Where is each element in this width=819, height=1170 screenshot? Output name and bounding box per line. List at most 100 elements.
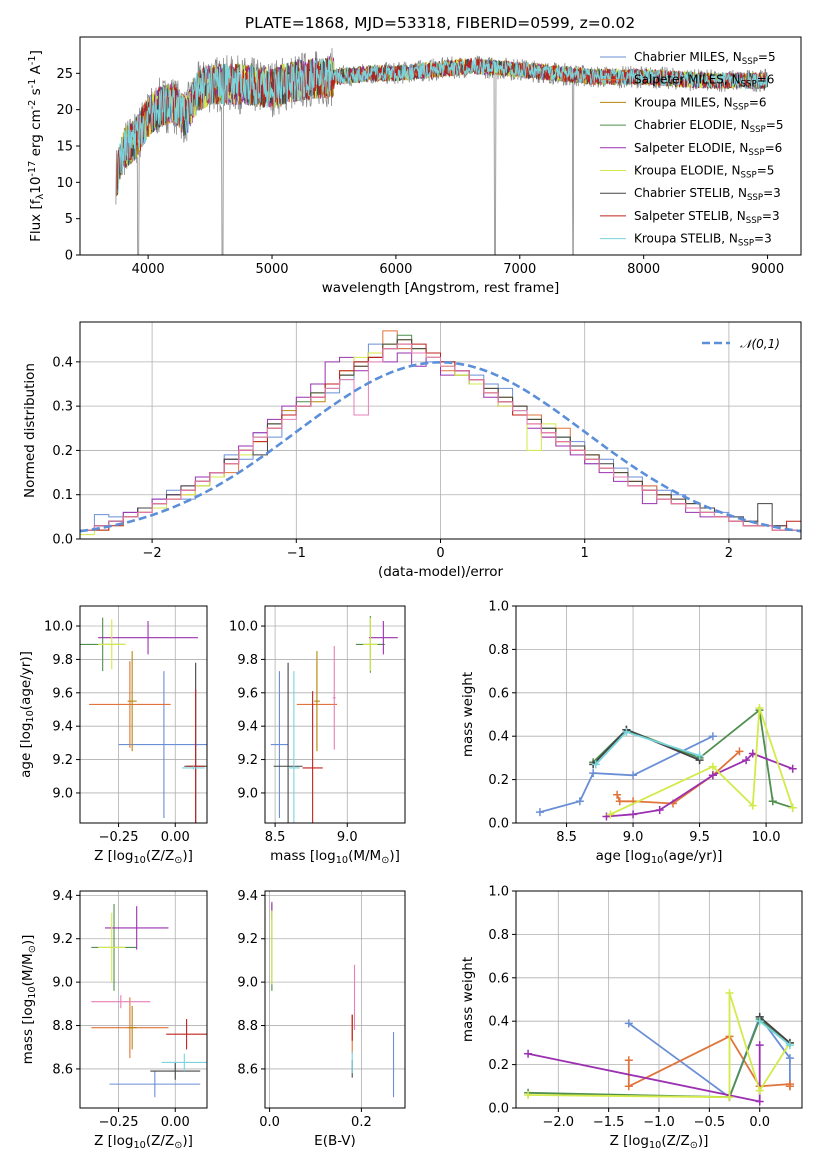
y-tick-label: 0.8 xyxy=(488,928,509,943)
label-part: =3 xyxy=(762,209,780,223)
y-tick-label: 0.6 xyxy=(488,971,509,986)
label-part: 10 xyxy=(28,177,44,194)
x-tick-label: 4000 xyxy=(132,262,165,277)
point-marker xyxy=(524,1090,533,1099)
legend-label: Salpeter STELIB, NSSP=3 xyxy=(634,209,780,226)
legend-label: 𝒩(0,1) xyxy=(740,337,780,351)
x-tick-label: 0 xyxy=(436,546,444,561)
y-tick-label: 9.8 xyxy=(52,653,73,668)
axes-frame: 8.5 9.0 9.5 10.0 0.0 0.2 0.4 0.6 0.8 1.0 age [log1… xyxy=(460,600,803,866)
point-marker xyxy=(755,1041,764,1050)
label-part: Normed distribution xyxy=(22,363,38,498)
plot-area xyxy=(524,988,794,1106)
label-part: SSP xyxy=(741,80,757,90)
point-marker xyxy=(785,1041,794,1050)
label-part: age [log xyxy=(596,848,651,864)
label-part: SSP xyxy=(746,216,762,226)
x-axis-label: Z [log10(Z/Z⊙)] xyxy=(610,1133,709,1151)
y-tick-label: 9.2 xyxy=(52,753,73,768)
label-part: Chabrier MILES, N xyxy=(634,50,742,64)
spectrum-line xyxy=(117,57,769,193)
label-part: SSP xyxy=(738,239,754,249)
point-marker xyxy=(535,808,544,817)
x-tick-label: 9000 xyxy=(751,262,784,277)
point-marker xyxy=(768,797,777,806)
point-marker xyxy=(524,1049,533,1058)
y-tick-label: 9.4 xyxy=(52,889,73,904)
point-marker xyxy=(589,769,598,778)
y-tick-label: 0.4 xyxy=(488,1015,509,1030)
axes-border xyxy=(79,890,208,1109)
legend-label: Kroupa ELODIE, NSSP=5 xyxy=(634,164,774,181)
label-part: mass [log xyxy=(20,999,36,1065)
point-marker xyxy=(629,810,638,819)
label-part: -1 xyxy=(27,79,38,89)
point-marker xyxy=(624,1082,633,1091)
axes-frame: −0.25 0.009.09.29.49.69.810.0Z [log10(Z/Z… xyxy=(18,605,208,866)
y-tick-label: 9.2 xyxy=(52,932,73,947)
y-axis-label: age [log10(age/yr)] xyxy=(18,651,36,778)
y-tick-label: 9.6 xyxy=(52,686,73,701)
point-marker xyxy=(742,756,751,765)
point-marker xyxy=(624,1019,633,1028)
label-part: (Z/Z xyxy=(661,1133,689,1149)
panel-age-vs-mass: 8.5 9.0 9.0 9.2 9.4 9.6 9.8 10.0 mass [log10(M/M… xyxy=(229,605,406,866)
y-tick-label: 9.2 xyxy=(237,932,258,947)
x-axis-label: mass [log10(M/M⊙)] xyxy=(270,848,400,866)
panel-massweight-vs-Z: −2.0 −1.5 −1.0 −0.5 0.0 0.0 0.2 0.4 0.6 0.8 1.0 Z [… xyxy=(460,885,803,1151)
label-part: )] xyxy=(182,1133,193,1149)
gaussian-curve xyxy=(80,360,801,533)
label-part: (Z/Z xyxy=(146,1133,174,1149)
x-tick-label: 0.0 xyxy=(259,1115,280,1130)
x-tick-label: 8.5 xyxy=(265,830,286,845)
y-tick-label: 9.6 xyxy=(237,686,258,701)
x-tick-label: −2.0 xyxy=(543,1115,575,1130)
plot-area xyxy=(271,901,395,1098)
x-tick-label: 0.2 xyxy=(351,1115,372,1130)
y-axis-label: Flux [fλ10-17 erg cm-2 s-1 A-1] xyxy=(27,50,46,242)
x-tick-label: 8000 xyxy=(627,262,660,277)
y-tick-label: 0.4 xyxy=(52,355,73,370)
y-tick-label: 8.8 xyxy=(52,1019,73,1034)
y-tick-label: 0.2 xyxy=(52,444,73,459)
label-part: Z [log xyxy=(94,848,133,864)
axes-frame: 8.5 9.0 9.0 9.2 9.4 9.6 9.8 10.0 mass [log10(M/M… xyxy=(229,605,406,866)
y-tick-label: 0.0 xyxy=(488,1102,509,1117)
label-part: Salpeter STELIB, N xyxy=(634,209,746,223)
x-tick-label: 1 xyxy=(581,546,589,561)
label-part: ] xyxy=(28,50,44,55)
x-tick-label: −0.25 xyxy=(99,1115,139,1130)
label-part: Kroupa ELODIE, N xyxy=(634,164,741,178)
label-part: Z [log xyxy=(610,1133,649,1149)
label-part: (M/M xyxy=(348,848,381,864)
label-part: SSP xyxy=(733,102,749,112)
y-tick-label: 9.4 xyxy=(237,720,258,735)
label-part: )] xyxy=(389,848,400,864)
label-part: A xyxy=(28,64,44,78)
y-tick-label: 0.2 xyxy=(488,1058,509,1073)
point-marker xyxy=(755,1017,764,1026)
panel-residuals: −2 −1 0 1 2 0.0 0.1 0.2 0.3 0.4 (data-model)/error… xyxy=(22,321,802,580)
label-part: E(B-V) xyxy=(314,1133,356,1149)
axes-frame: −2 −1 0 1 2 0.0 0.1 0.2 0.3 0.4 (data-model)/error… xyxy=(22,321,802,580)
point-marker xyxy=(591,760,600,769)
plot-area xyxy=(91,904,207,1098)
label-part: 10 xyxy=(649,1140,661,1151)
label-part: ⊙ xyxy=(381,855,389,866)
label-part: ⊙ xyxy=(174,1140,182,1151)
axes-border xyxy=(264,605,406,824)
axes-frame: −0.25 0.008.68.89.09.29.4Z [log10(Z/Z⊙)]m… xyxy=(20,889,208,1151)
x-tick-label: 8.5 xyxy=(556,830,577,845)
label-part: -1 xyxy=(27,55,38,65)
label-part: SSP xyxy=(741,171,757,181)
chart-layer: 4000 5000 6000 7000 8000 90000510152025wavele… xyxy=(18,36,803,1151)
label-part: =5 xyxy=(757,164,775,178)
y-tick-label: 10 xyxy=(56,176,73,191)
label-part: 10 xyxy=(651,855,663,866)
weight-line xyxy=(616,750,741,805)
point-marker xyxy=(606,810,615,819)
point-marker xyxy=(622,727,631,736)
label-part: (Z/Z xyxy=(146,848,174,864)
y-tick-label: 10.0 xyxy=(44,620,73,635)
legend-label: Chabrier ELODIE, NSSP=5 xyxy=(634,118,783,135)
